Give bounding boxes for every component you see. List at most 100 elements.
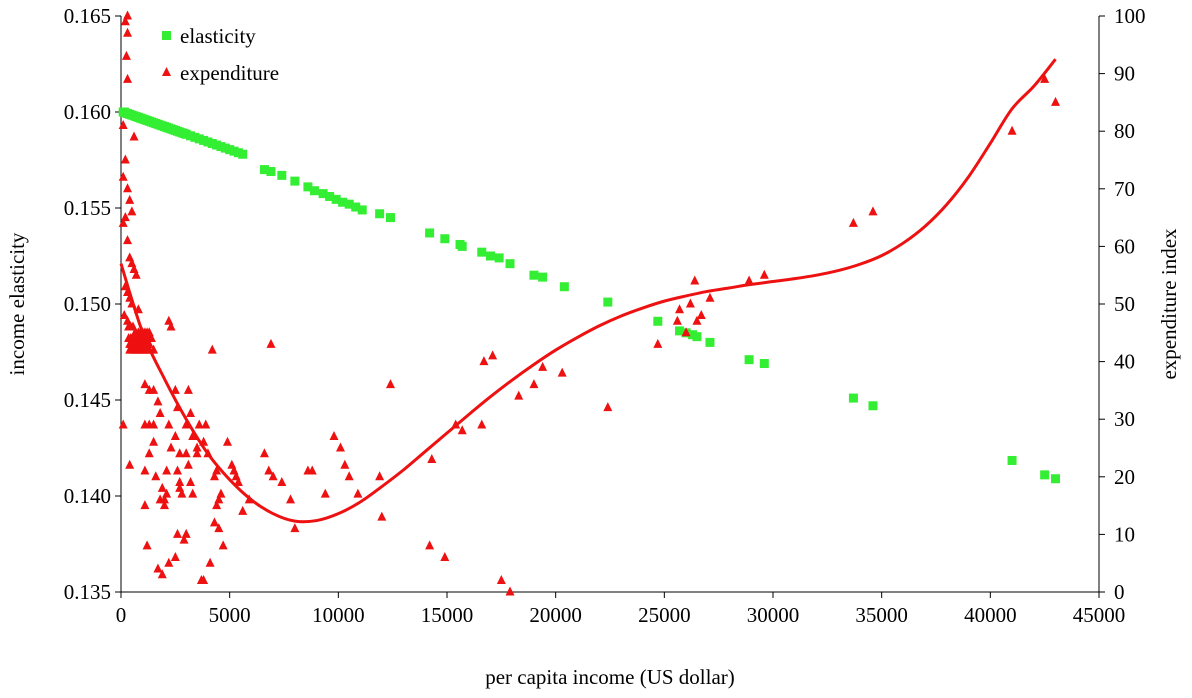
expenditure-point — [129, 131, 139, 141]
expenditure-point — [209, 471, 219, 481]
expenditure-point — [166, 442, 176, 452]
expenditure-point — [170, 384, 180, 394]
expenditure-point — [194, 419, 204, 429]
expenditure-point — [166, 321, 176, 331]
y-left-tick-label: 0.135 — [64, 580, 111, 604]
expenditure-point — [344, 471, 354, 481]
x-axis-title: per capita income (US dollar) — [485, 665, 735, 689]
elasticity-point — [529, 270, 539, 280]
expenditure-point — [529, 379, 539, 389]
expenditure-point — [188, 488, 198, 498]
expenditure-point — [1040, 73, 1050, 83]
expenditure-point — [744, 275, 754, 285]
expenditure-point — [173, 402, 183, 412]
legend: elasticity expenditure — [162, 24, 279, 85]
legend-expenditure-marker — [162, 67, 171, 76]
legend-elasticity-label: elasticity — [180, 24, 256, 48]
x-tick-label: 0 — [116, 603, 127, 627]
expenditure-point — [277, 477, 287, 487]
expenditure-point — [170, 551, 180, 561]
expenditure-point — [685, 298, 695, 308]
expenditure-point — [214, 523, 224, 533]
expenditure-point — [149, 419, 159, 429]
expenditure-point — [142, 540, 152, 550]
expenditure-point — [603, 402, 613, 412]
x-tick-label: 35000 — [855, 603, 908, 627]
expenditure-point — [375, 471, 385, 481]
expenditure-point — [155, 407, 165, 417]
y-left-axis-title: income elasticity — [5, 232, 29, 375]
y-right-tick-label: 20 — [1114, 465, 1135, 489]
expenditure-point — [759, 269, 769, 279]
expenditure-point — [131, 269, 141, 279]
elasticity-point — [385, 213, 395, 223]
expenditure-point — [705, 292, 715, 302]
expenditure-point — [123, 315, 133, 325]
expenditure-point — [181, 448, 191, 458]
expenditure-point — [149, 384, 159, 394]
expenditure-point — [157, 482, 167, 492]
expenditure-point — [118, 119, 128, 129]
elasticity-point — [457, 241, 467, 251]
elasticity-point — [759, 359, 769, 369]
expenditure-point — [125, 194, 135, 204]
expenditure-point — [479, 356, 489, 366]
x-tick-label: 10000 — [312, 603, 365, 627]
expenditure-point — [653, 338, 663, 348]
expenditure-point — [233, 477, 243, 487]
elasticity-point — [653, 316, 663, 326]
expenditure-point — [162, 465, 172, 475]
expenditure-point — [123, 10, 133, 20]
expenditure-point — [353, 488, 363, 498]
expenditure-point — [159, 500, 169, 510]
legend-expenditure-label: expenditure — [180, 61, 279, 85]
y-left-tick-label: 0.160 — [64, 100, 111, 124]
expenditure-point — [457, 425, 467, 435]
expenditure-point — [203, 448, 213, 458]
y-left-tick-label: 0.155 — [64, 196, 111, 220]
y-right-tick-label: 60 — [1114, 234, 1135, 258]
expenditure-trend-curve — [119, 58, 1057, 524]
expenditure-point — [149, 436, 159, 446]
elasticity-point — [338, 197, 348, 207]
expenditure-point — [192, 448, 202, 458]
expenditure-point — [286, 494, 296, 504]
expenditure-point — [144, 448, 154, 458]
elasticity-point — [277, 170, 287, 180]
expenditure-point — [159, 494, 169, 504]
expenditure-point — [227, 459, 237, 469]
expenditure-point — [118, 419, 128, 429]
expenditure-point — [153, 563, 163, 573]
y-right-tick-label: 90 — [1114, 62, 1135, 86]
y-right-axis-title: expenditure index — [1157, 228, 1181, 380]
expenditure-point — [557, 367, 567, 377]
elasticity-point — [440, 234, 450, 244]
expenditure-point — [216, 488, 226, 498]
expenditure-point — [205, 557, 215, 567]
y-right-tick-label: 0 — [1114, 580, 1125, 604]
expenditure-point — [385, 379, 395, 389]
expenditure-point — [123, 235, 133, 245]
expenditure-point — [181, 528, 191, 538]
y-left-axis-ticks: 0.135 0.140 0.145 0.150 0.155 0.160 0.165 — [64, 4, 121, 604]
elasticity-point — [692, 332, 702, 342]
elasticity-point — [375, 209, 385, 219]
expenditure-point — [164, 419, 174, 429]
x-tick-label: 40000 — [964, 603, 1017, 627]
elasticity-point — [259, 165, 269, 175]
elasticity-point — [1051, 474, 1061, 484]
expenditure-point — [179, 534, 189, 544]
expenditure-point — [153, 396, 163, 406]
expenditure-point — [123, 27, 133, 37]
elasticity-point — [848, 393, 858, 403]
expenditure-point — [173, 528, 183, 538]
expenditure-point — [672, 315, 682, 325]
expenditure-series — [118, 10, 1061, 596]
y-left-tick-label: 0.150 — [64, 292, 111, 316]
expenditure-point — [188, 430, 198, 440]
y-right-axis-ticks: 0 10 20 30 40 50 60 70 80 90 100 — [1099, 4, 1146, 604]
expenditure-point — [488, 350, 498, 360]
expenditure-point — [175, 448, 185, 458]
expenditure-point — [123, 73, 133, 83]
